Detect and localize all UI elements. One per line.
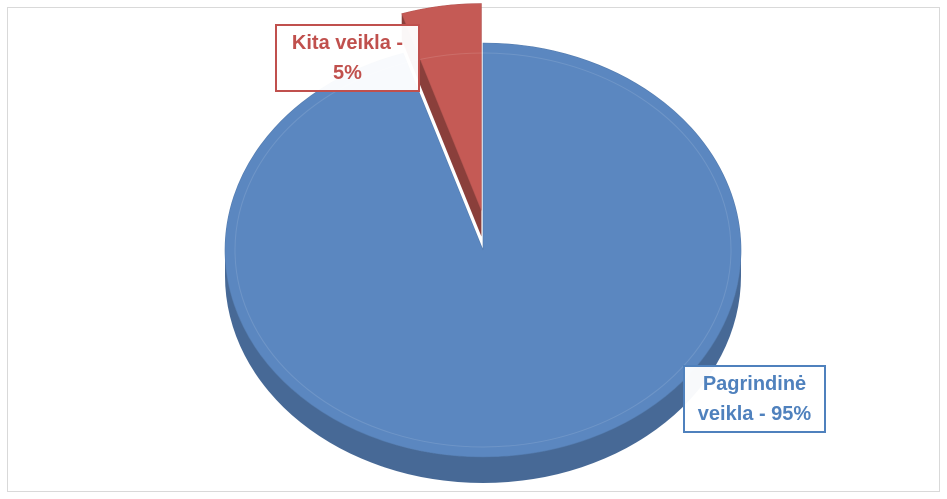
data-label: Kita veikla - 5% [275,24,420,92]
pie-cut [401,13,482,237]
pie [224,3,742,483]
data-label: Pagrindinė veikla - 95% [683,365,826,433]
pie-slice [224,42,742,458]
pie-slice [401,3,482,211]
pie-highlight [234,52,732,448]
